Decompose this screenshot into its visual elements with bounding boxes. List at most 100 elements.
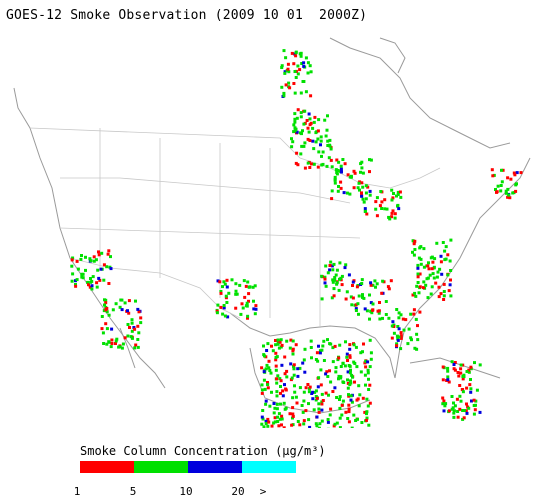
- smoke-pixel: [512, 171, 516, 175]
- smoke-pixel: [314, 358, 318, 361]
- smoke-pixel: [355, 398, 359, 402]
- smoke-pixel: [288, 86, 292, 90]
- smoke-pixel: [301, 410, 305, 414]
- smoke-pixel: [293, 117, 297, 121]
- smoke-pixel: [320, 419, 324, 423]
- smoke-pixel: [343, 364, 347, 368]
- smoke-pixel: [114, 339, 118, 343]
- smoke-pixel: [413, 239, 417, 243]
- smoke-pixel: [321, 150, 325, 154]
- smoke-pixel: [139, 321, 143, 325]
- legend-tick: 10: [179, 485, 193, 498]
- smoke-pixel: [338, 426, 342, 428]
- smoke-pixel: [341, 361, 345, 365]
- smoke-pixel: [293, 390, 297, 394]
- smoke-pixel: [311, 390, 315, 394]
- smoke-pixel: [276, 338, 280, 342]
- smoke-pixel: [97, 253, 101, 257]
- smoke-pixel: [291, 406, 295, 410]
- smoke-pixel: [499, 184, 503, 187]
- smoke-pixel: [90, 284, 94, 288]
- smoke-pixel: [283, 70, 287, 74]
- smoke-pixel: [306, 61, 310, 65]
- smoke-pixel: [371, 308, 375, 312]
- smoke-pixel: [247, 292, 251, 296]
- smoke-pixel: [364, 359, 368, 363]
- smoke-pixel: [365, 412, 368, 416]
- smoke-pixel: [109, 345, 113, 349]
- smoke-pixel: [221, 312, 225, 316]
- smoke-pixel: [303, 141, 307, 145]
- smoke-pixel: [282, 401, 286, 405]
- smoke-pixel: [238, 283, 242, 287]
- smoke-pixel: [515, 171, 519, 175]
- smoke-pixel: [326, 338, 329, 342]
- smoke-pixel: [276, 342, 280, 346]
- smoke-pixel: [444, 245, 448, 249]
- smoke-pixel: [373, 279, 377, 283]
- smoke-pixel: [274, 368, 278, 372]
- smoke-pixel: [275, 390, 279, 394]
- smoke-pixel: [107, 340, 111, 344]
- smoke-pixel: [216, 303, 220, 307]
- smoke-pixel: [333, 177, 337, 181]
- smoke-pixel: [295, 130, 299, 134]
- smoke-pixel: [387, 215, 391, 219]
- smoke-pixel: [277, 412, 281, 416]
- smoke-pixel: [264, 402, 268, 406]
- smoke-pixel: [326, 114, 329, 118]
- smoke-pixel: [110, 338, 114, 342]
- smoke-pixel: [354, 303, 358, 307]
- smoke-pixel: [345, 191, 349, 195]
- smoke-pixel: [321, 399, 325, 402]
- smoke-pixel: [360, 278, 364, 282]
- smoke-pixel: [442, 290, 446, 293]
- smoke-pixel: [284, 406, 288, 410]
- smoke-pixel: [374, 200, 378, 204]
- smoke-pixel: [430, 267, 434, 271]
- smoke-pixel: [393, 216, 397, 220]
- smoke-pixel: [334, 370, 338, 374]
- smoke-pixel: [422, 286, 425, 290]
- smoke-pixel: [277, 346, 281, 350]
- smoke-pixel: [245, 304, 249, 308]
- smoke-pixel: [362, 200, 366, 204]
- smoke-pixel: [120, 308, 124, 312]
- smoke-pixel: [361, 293, 364, 297]
- smoke-pixel: [318, 422, 322, 426]
- smoke-pixel: [299, 91, 303, 95]
- smoke-pixel: [241, 306, 245, 310]
- smoke-pixel: [348, 175, 352, 179]
- smoke-pixel: [343, 162, 347, 166]
- smoke-pixel: [262, 370, 266, 374]
- smoke-pixel: [219, 305, 223, 309]
- smoke-pixel: [381, 279, 385, 283]
- smoke-pixel: [449, 278, 452, 282]
- smoke-pixel: [412, 242, 416, 246]
- smoke-pixel: [419, 257, 423, 261]
- smoke-pixel: [136, 345, 140, 349]
- smoke-pixel: [340, 403, 344, 407]
- smoke-pixel: [363, 209, 367, 213]
- smoke-pixel: [330, 189, 334, 193]
- smoke-pixel: [474, 399, 478, 403]
- smoke-pixel: [406, 342, 410, 346]
- smoke-pixel: [89, 259, 93, 263]
- smoke-pixel: [268, 369, 272, 372]
- smoke-pixel: [294, 161, 298, 165]
- smoke-pixel: [328, 369, 331, 373]
- smoke-pixel: [399, 334, 403, 338]
- legend-swatch-1: [80, 461, 134, 473]
- smoke-pixel: [290, 145, 294, 149]
- smoke-pixel: [417, 256, 421, 260]
- smoke-pixel: [319, 143, 322, 147]
- smoke-pixel: [287, 81, 291, 85]
- smoke-pixel: [361, 171, 365, 175]
- smoke-pixel: [347, 393, 350, 397]
- smoke-pixel: [411, 293, 415, 297]
- smoke-pixel: [134, 343, 138, 347]
- smoke-pixel: [431, 272, 435, 276]
- smoke-pixel: [468, 383, 472, 387]
- smoke-pixel: [283, 71, 287, 75]
- smoke-pixel: [396, 193, 400, 196]
